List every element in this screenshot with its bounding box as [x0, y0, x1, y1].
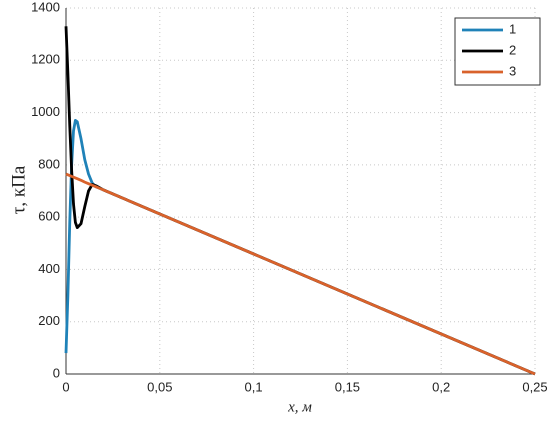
- x-tick-label: 0,2: [432, 379, 450, 394]
- x-tick-label: 0: [62, 379, 69, 394]
- series-line: [65, 172, 536, 376]
- legend-label: 1: [509, 21, 516, 36]
- y-tick-label: 0: [53, 365, 60, 380]
- y-tick-label: 1000: [31, 104, 60, 119]
- y-axis-label: τ, кПа: [8, 165, 29, 214]
- y-tick-label: 1400: [31, 0, 60, 14]
- x-tick-label: 0,1: [245, 379, 263, 394]
- legend-label: 3: [509, 63, 516, 78]
- y-tick-label: 800: [38, 156, 60, 171]
- x-tick-label: 0,05: [147, 379, 172, 394]
- x-tick-label: 0,15: [335, 379, 360, 394]
- y-tick-label: 1200: [31, 52, 60, 67]
- x-tick-label: 0,25: [522, 379, 547, 394]
- y-tick-label: 400: [38, 261, 60, 276]
- y-tick-label: 200: [38, 313, 60, 328]
- legend-label: 2: [509, 42, 516, 57]
- y-tick-label: 600: [38, 209, 60, 224]
- x-axis-label: x, м: [287, 399, 312, 415]
- series-line: [64, 119, 536, 376]
